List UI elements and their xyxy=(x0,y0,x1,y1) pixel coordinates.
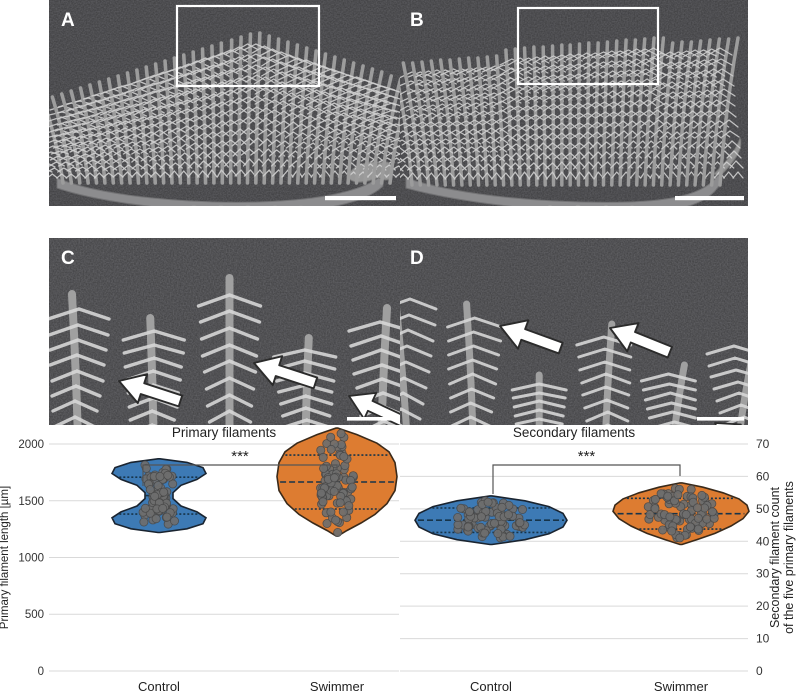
svg-text:Primary filament length [µm]: Primary filament length [µm] xyxy=(0,486,11,629)
svg-text:***: *** xyxy=(231,448,249,465)
svg-text:of the five primary filaments: of the five primary filaments xyxy=(782,481,796,634)
svg-text:Swimmer: Swimmer xyxy=(654,679,709,691)
svg-text:Secondary filament count: Secondary filament count xyxy=(768,486,782,628)
svg-text:Primary filaments: Primary filaments xyxy=(172,425,277,440)
svg-text:Swimmer: Swimmer xyxy=(310,679,365,691)
svg-text:500: 500 xyxy=(25,609,44,621)
svg-text:2000: 2000 xyxy=(18,439,44,451)
svg-text:1500: 1500 xyxy=(18,496,44,508)
svg-text:60: 60 xyxy=(756,469,770,483)
svg-text:0: 0 xyxy=(38,666,44,678)
svg-text:***: *** xyxy=(578,448,596,465)
svg-text:Control: Control xyxy=(470,679,512,691)
svg-text:70: 70 xyxy=(756,437,770,451)
svg-text:Control: Control xyxy=(138,679,180,691)
svg-text:1000: 1000 xyxy=(18,553,44,565)
svg-text:Secondary filaments: Secondary filaments xyxy=(513,425,636,440)
svg-text:0: 0 xyxy=(756,664,763,678)
svg-text:10: 10 xyxy=(756,632,770,646)
